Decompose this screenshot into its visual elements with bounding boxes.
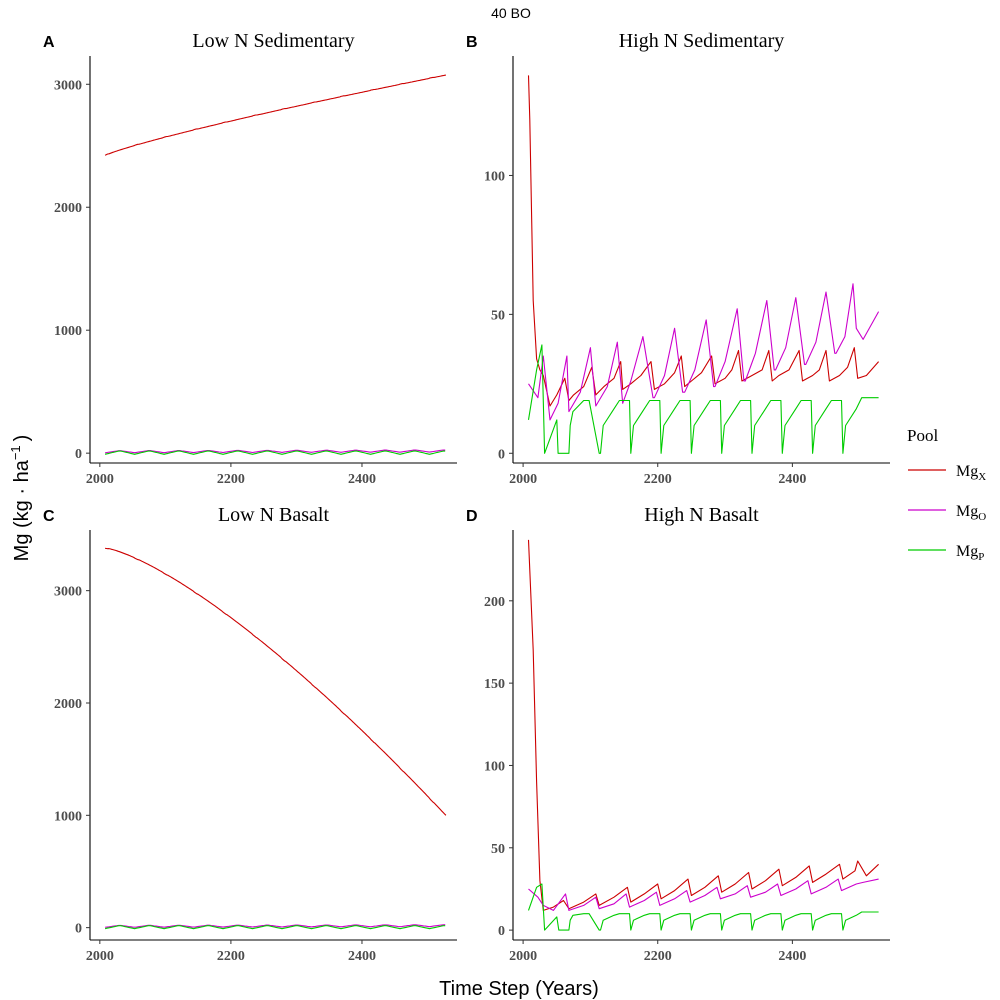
series-line-mgx bbox=[104, 74, 446, 156]
panel-tag: C bbox=[43, 508, 55, 525]
series-line-mgp bbox=[527, 883, 879, 931]
y-axis-title-close: ) bbox=[11, 435, 33, 442]
legend-label-mgp: MgP bbox=[956, 543, 984, 563]
y-tick-label: 2000 bbox=[54, 201, 82, 216]
series-line-mgp bbox=[527, 344, 879, 454]
panel-title: High N Sedimentary bbox=[619, 30, 785, 52]
legend-item-mgx: MgX bbox=[908, 463, 986, 483]
x-tick-label: 2200 bbox=[217, 472, 245, 487]
y-tick-label: 0 bbox=[498, 924, 505, 939]
y-tick-label: 100 bbox=[484, 759, 505, 774]
y-tick-label: 2000 bbox=[54, 697, 82, 712]
y-tick-label: 50 bbox=[491, 842, 505, 857]
y-axis-title: Mg (kg · ha−1) bbox=[8, 435, 33, 562]
x-tick-label: 2200 bbox=[644, 472, 672, 487]
legend-item-mgp: MgP bbox=[908, 543, 984, 563]
legend-label-mgx: MgX bbox=[956, 463, 986, 483]
x-tick-label: 2000 bbox=[509, 472, 537, 487]
y-tick-label: 0 bbox=[75, 922, 82, 937]
x-axis-title: Time Step (Years) bbox=[439, 978, 599, 1000]
x-tick-label: 2000 bbox=[86, 949, 114, 964]
figure-title: 40 BO bbox=[491, 5, 531, 21]
panel-tag: B bbox=[466, 34, 478, 51]
series-line-mgx bbox=[527, 539, 879, 911]
y-tick-label: 150 bbox=[484, 677, 505, 692]
y-tick-label: 1000 bbox=[54, 809, 82, 824]
x-tick-label: 2400 bbox=[348, 949, 376, 964]
y-axis-title-main: Mg (kg · ha bbox=[11, 459, 33, 561]
series-line-mgo bbox=[528, 878, 879, 911]
legend-item-mgo: MgO bbox=[908, 503, 986, 523]
panel-tag: A bbox=[43, 34, 55, 51]
y-tick-label: 3000 bbox=[54, 585, 82, 600]
panel-a-low-n-sedimentary: A Low N Sedimentary 0 1000 2000 3000 2000 2200 2… bbox=[43, 30, 457, 487]
panel-c-low-n-basalt: C Low N Basalt 0 1000 2000 3000 2000 2200 2400 bbox=[43, 504, 457, 964]
panel-title: High N Basalt bbox=[644, 504, 759, 526]
panel-title: Low N Sedimentary bbox=[192, 30, 354, 52]
y-tick-label: 50 bbox=[491, 308, 505, 323]
series-line-mgx bbox=[105, 547, 447, 816]
y-tick-label: 1000 bbox=[54, 324, 82, 339]
y-tick-label: 0 bbox=[75, 447, 82, 462]
series-line-mgo bbox=[105, 924, 446, 928]
panel-d-high-n-basalt: D High N Basalt 0 50 100 150 200 2000 2200 2400 bbox=[466, 504, 890, 964]
series-line-mgo bbox=[105, 449, 446, 454]
y-tick-label: 3000 bbox=[54, 78, 82, 93]
series-line-mgo bbox=[528, 283, 880, 421]
x-tick-label: 2400 bbox=[348, 472, 376, 487]
panel-tag: D bbox=[466, 508, 478, 525]
legend: Pool MgX MgO MgP bbox=[907, 426, 986, 563]
panel-b-high-n-sedimentary: B High N Sedimentary 0 50 100 2000 2200 2400 bbox=[466, 30, 890, 487]
x-tick-label: 2400 bbox=[778, 949, 806, 964]
legend-title: Pool bbox=[907, 426, 938, 445]
y-tick-label: 0 bbox=[498, 447, 505, 462]
y-axis-title-superscript: −1 bbox=[8, 445, 23, 460]
series-line-mgp bbox=[104, 450, 446, 455]
y-tick-label: 100 bbox=[484, 169, 505, 184]
y-tick-label: 200 bbox=[484, 595, 505, 610]
series-line-mgp bbox=[104, 925, 446, 930]
x-tick-label: 2000 bbox=[86, 472, 114, 487]
x-tick-label: 2400 bbox=[778, 472, 806, 487]
x-tick-label: 2200 bbox=[217, 949, 245, 964]
x-tick-label: 2200 bbox=[644, 949, 672, 964]
legend-label-mgo: MgO bbox=[956, 503, 986, 523]
panel-title: Low N Basalt bbox=[218, 504, 330, 526]
x-tick-label: 2000 bbox=[509, 949, 537, 964]
